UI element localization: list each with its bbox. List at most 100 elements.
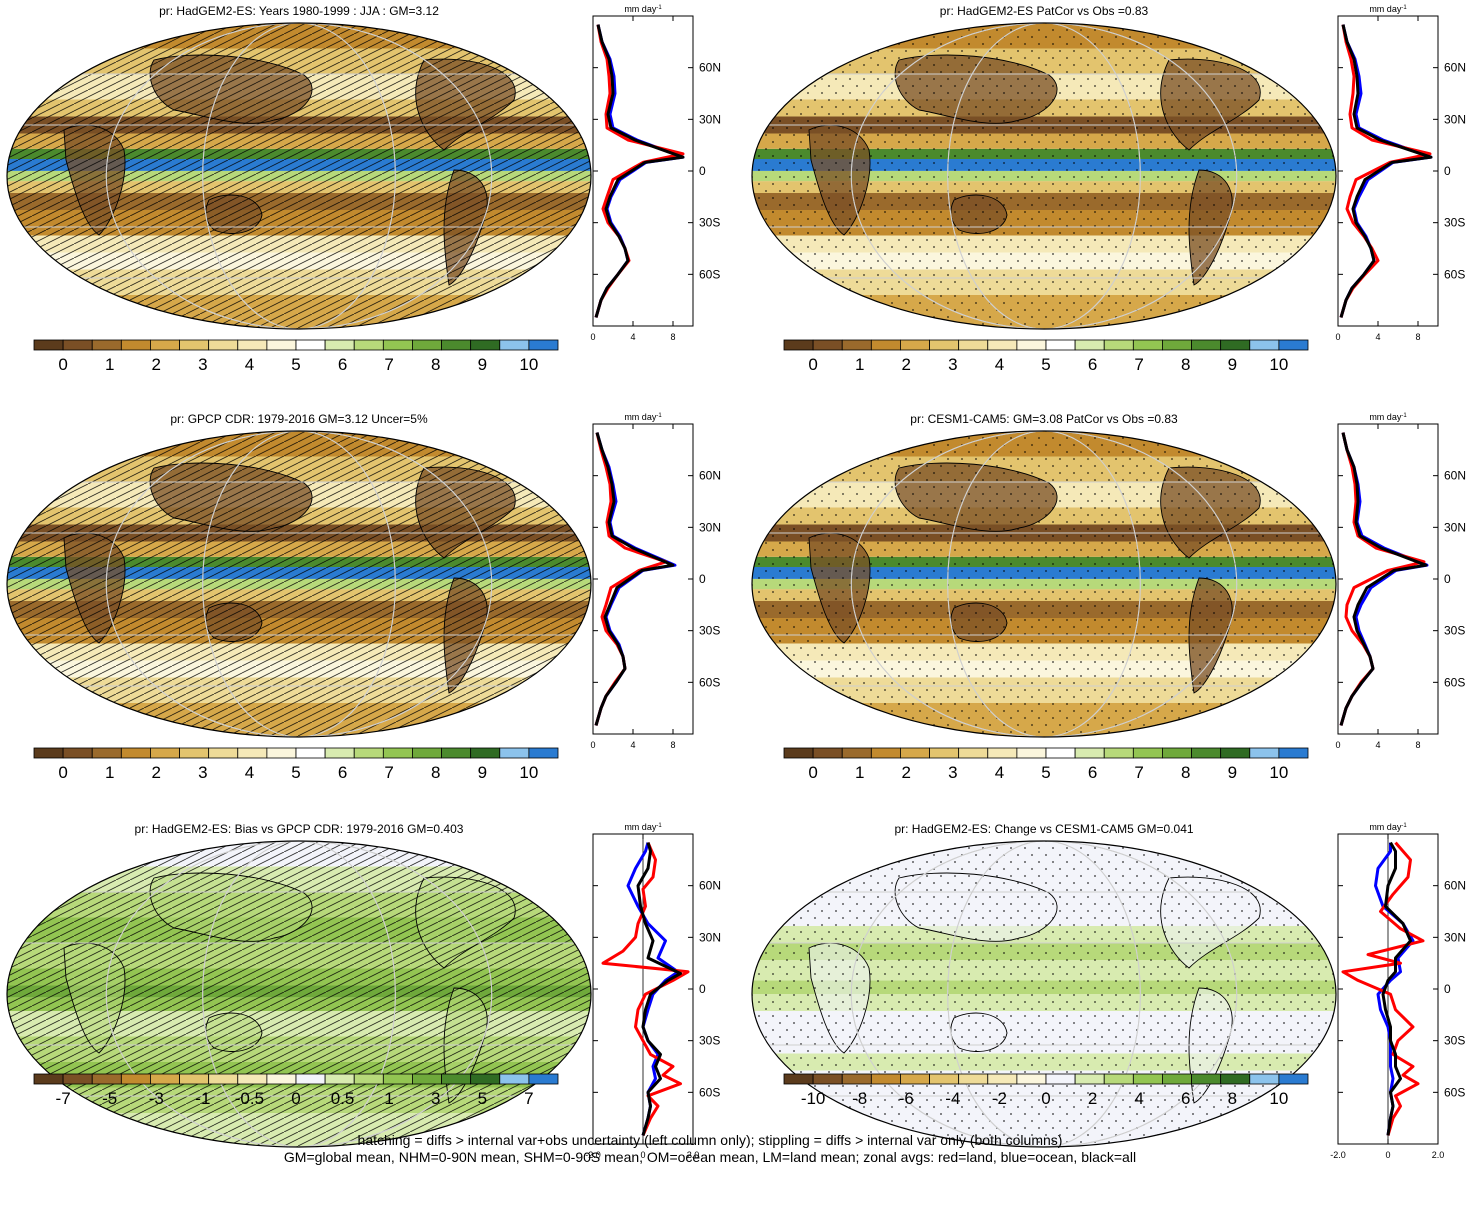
colorbar-box — [150, 1073, 180, 1085]
colorbar-label: 4 — [245, 763, 254, 782]
colorbar-label: 10 — [519, 763, 538, 782]
colorbar-label: 8 — [431, 763, 440, 782]
zonal-lat-label: 0 — [699, 572, 706, 586]
colorbar-label: -5 — [102, 1089, 117, 1108]
colorbar-box — [499, 1073, 530, 1085]
colorbar-box — [1045, 339, 1076, 351]
panel-3-colorbar: 0 1 2 3 4 5 6 7 8 9 10 — [33, 747, 559, 782]
zonal-lat-label: 30N — [699, 112, 721, 126]
zonal-lat-label: 0 — [1444, 572, 1451, 586]
colorbar-box — [1132, 747, 1163, 759]
colorbar-box — [1074, 747, 1105, 759]
zonal-unit-superscript: -1 — [656, 5, 662, 11]
zonal-lat-label: 30N — [699, 520, 721, 534]
colorbar-box — [1016, 1073, 1047, 1085]
zonal-lat-label: 60N — [1444, 879, 1466, 893]
zonal-x-tick-label: 2.0 — [687, 1150, 700, 1160]
graticule-lon — [947, 431, 1141, 737]
colorbar-box — [783, 339, 814, 351]
zonal-lat-label: 0 — [1444, 982, 1451, 996]
panel-1-title: pr: HadGEM2-ES: Years 1980-1999 : JJA : … — [159, 4, 439, 18]
colorbar-label: 2 — [902, 763, 911, 782]
zonal-unit-superscript: -1 — [1401, 823, 1407, 829]
zonal-line-all — [594, 432, 675, 726]
zonal-x-tick-label: 4 — [630, 332, 635, 342]
zonal-unit-label: mm day-1 — [624, 412, 662, 422]
colorbar-label: 10 — [519, 355, 538, 374]
colorbar-label: 2 — [1088, 1089, 1097, 1108]
panel-3-map — [6, 430, 592, 738]
panel-3-title: pr: GPCP CDR: 1979-2016 GM=3.12 Uncer=5% — [170, 412, 428, 426]
colorbar-box — [470, 1073, 501, 1085]
zonal-lat-label: 30N — [1444, 112, 1466, 126]
colorbar-box — [900, 339, 930, 351]
colorbar-box — [441, 339, 472, 351]
zonal-lat-label: 30N — [699, 930, 721, 944]
colorbar-box — [1249, 339, 1280, 351]
colorbar-box — [499, 339, 530, 351]
zonal-lat-label: 30S — [1444, 1034, 1465, 1048]
colorbar-label: 5 — [478, 1089, 487, 1108]
colorbar-box — [929, 747, 960, 759]
colorbar-box — [783, 1073, 814, 1085]
colorbar-box — [237, 747, 268, 759]
colorbar-label: 8 — [431, 355, 440, 374]
panel-1-colorbar: 0 1 2 3 4 5 6 7 8 9 10 — [33, 339, 559, 374]
colorbar-label: 1 — [384, 1089, 393, 1108]
zonal-lat-label: 30S — [699, 216, 720, 230]
zonal-lat-label: 30S — [699, 624, 720, 638]
colorbar-box — [470, 339, 501, 351]
zonal-unit-superscript: -1 — [1401, 5, 1407, 11]
colorbar-box — [412, 1073, 442, 1085]
colorbar-label: 2 — [902, 355, 911, 374]
colorbar-box — [382, 339, 413, 351]
map-border — [751, 22, 1337, 330]
colorbar-label: 7 — [524, 1089, 533, 1108]
colorbar-box — [841, 747, 872, 759]
colorbar-box — [295, 1073, 326, 1085]
zonal-line-all — [1381, 841, 1412, 1136]
footnote-line-2: GM=global mean, NHM=0-90N mean, SHM=0-90… — [283, 1149, 1137, 1165]
colorbar-box — [237, 1073, 268, 1085]
colorbar-box — [412, 747, 442, 759]
zonal-x-tick-label: 0 — [590, 740, 595, 750]
colorbar-label: 7 — [1134, 763, 1143, 782]
zonal-lat-label: 60S — [1444, 1085, 1465, 1099]
zonal-lat-label: 30S — [699, 1034, 720, 1048]
colorbar-box — [120, 747, 151, 759]
panel-6-zonal-plot: mm day-1 60N 30N 0 30S 60S -2.0 0 2.0 — [1330, 822, 1466, 1160]
zonal-frame — [1337, 423, 1439, 735]
colorbar-label: 5 — [1041, 763, 1050, 782]
significance-overlay — [752, 23, 1336, 329]
significance-overlay — [7, 23, 591, 329]
map-border — [6, 430, 592, 738]
zonal-x-tick-label: 2.0 — [1432, 1150, 1445, 1160]
colorbar-box — [382, 1073, 413, 1085]
zonal-unit-superscript: -1 — [656, 413, 662, 419]
panel-4-title: pr: CESM1-CAM5: GM=3.08 PatCor vs Obs =0… — [910, 412, 1178, 426]
colorbar-box — [1132, 1073, 1163, 1085]
colorbar-box — [412, 339, 442, 351]
panel-2-colorbar: 0 1 2 3 4 5 6 7 8 9 10 — [783, 339, 1309, 374]
colorbar-box — [1278, 747, 1309, 759]
zonal-x-tick-label: 8 — [670, 740, 675, 750]
colorbar-label: 0 — [808, 763, 817, 782]
colorbar-box — [91, 339, 122, 351]
zonal-x-tick-label: 0 — [1335, 740, 1340, 750]
colorbar-label: 6 — [1088, 763, 1097, 782]
colorbar-label: 9 — [478, 763, 487, 782]
colorbar-box — [470, 747, 501, 759]
zonal-unit-label: mm day-1 — [1369, 4, 1407, 14]
zonal-unit-label: mm day-1 — [624, 4, 662, 14]
panel-4-colorbar: 0 1 2 3 4 5 6 7 8 9 10 — [783, 747, 1309, 782]
colorbar-box — [1074, 339, 1105, 351]
colorbar-box — [870, 339, 901, 351]
panel-6-map — [751, 840, 1337, 1148]
map-field — [752, 23, 1336, 329]
colorbar-label: 7 — [384, 355, 393, 374]
colorbar-box — [1220, 339, 1251, 351]
zonal-lat-label: 60S — [1444, 267, 1465, 281]
colorbar-label: -3 — [149, 1089, 164, 1108]
colorbar-label: 9 — [478, 355, 487, 374]
colorbar-box — [812, 747, 843, 759]
